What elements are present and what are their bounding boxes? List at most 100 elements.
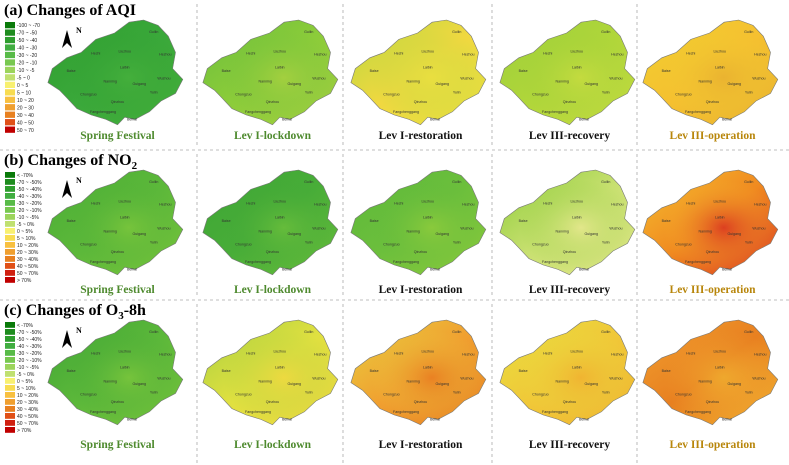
city-label: Beihai <box>282 417 292 421</box>
city-label: Wuzhou <box>157 376 170 380</box>
legend-swatch <box>5 392 15 398</box>
city-label: Liuzhou <box>570 349 583 353</box>
city-label: Guilin <box>452 30 461 34</box>
legend-label: -5 ~ 0 <box>17 76 30 82</box>
city-label: Wuzhou <box>312 376 325 380</box>
city-label: Yulin <box>602 390 610 394</box>
city-label: Qinzhou <box>111 100 124 104</box>
city-label: Liuzhou <box>118 49 131 53</box>
city-label: Nanning <box>407 230 420 234</box>
city-label: Guigang <box>435 382 449 386</box>
period-label: Lev III-recovery <box>529 284 610 296</box>
city-label: Liuzhou <box>713 49 726 53</box>
city-label: Wuzhou <box>752 226 765 230</box>
legend-label: 5 ~ 10% <box>17 386 36 392</box>
city-label: Laibin <box>715 66 725 70</box>
legend-label: > 70% <box>17 278 32 284</box>
city-label: Yulin <box>745 390 753 394</box>
legend-swatch <box>5 427 15 433</box>
row-title: (c) Changes of O3-8h <box>4 302 146 322</box>
city-label: Laibin <box>423 66 433 70</box>
city-label: Wuzhou <box>157 226 170 230</box>
legend-swatch <box>5 357 15 363</box>
legend-label: 50 ~ 70% <box>17 421 39 427</box>
city-label: Wuzhou <box>312 76 325 80</box>
map-shading <box>499 320 635 425</box>
legend-swatch <box>5 385 15 391</box>
city-label: Beihai <box>430 267 440 271</box>
period-label: Lev III-recovery <box>529 439 610 451</box>
city-label: Beihai <box>722 417 732 421</box>
legend-label: 20 ~ 30% <box>17 400 39 406</box>
legend-label: 0 ~ 5% <box>17 229 33 235</box>
city-label: Beihai <box>127 417 137 421</box>
map-shading <box>642 170 778 275</box>
city-label: Fangchenggang <box>90 260 116 264</box>
city-label: Liuzhou <box>118 199 131 203</box>
city-label: Hechi <box>246 52 255 56</box>
city-label: Fangchenggang <box>393 260 419 264</box>
city-label: Guilin <box>304 30 313 34</box>
city-label: Guigang <box>584 82 598 86</box>
legend-label: -30 ~ -20 <box>17 53 37 59</box>
city-label: Hechi <box>91 202 100 206</box>
city-label: Hezhou <box>462 353 474 357</box>
city-label: Guigang <box>435 82 449 86</box>
city-label: Guilin <box>601 30 610 34</box>
city-label: Qinzhou <box>563 250 576 254</box>
city-label: Hezhou <box>159 203 171 207</box>
city-label: Beihai <box>430 117 440 121</box>
legend-label: < -70% <box>17 323 34 329</box>
legend-label: 40 ~ 50% <box>17 414 39 420</box>
city-label: Liuzhou <box>273 199 286 203</box>
city-label: Beihai <box>722 117 732 121</box>
city-label: Yulin <box>602 240 610 244</box>
city-label: Qinzhou <box>706 100 719 104</box>
city-label: Guigang <box>727 232 741 236</box>
city-label: Laibin <box>423 366 433 370</box>
city-label: Beihai <box>282 117 292 121</box>
city-label: Wuzhou <box>312 226 325 230</box>
city-label: Baise <box>662 219 671 223</box>
legend-swatch <box>5 81 15 88</box>
city-label: Guigang <box>132 382 146 386</box>
city-label: Yulin <box>745 90 753 94</box>
city-label: Baise <box>67 219 76 223</box>
legend-swatch <box>5 200 15 206</box>
city-label: Nanning <box>104 230 117 234</box>
city-label: Baise <box>370 69 379 73</box>
city-label: Guilin <box>744 330 753 334</box>
city-label: Laibin <box>275 66 285 70</box>
legend-swatch <box>5 413 15 419</box>
legend-label: -20 ~ -10% <box>17 358 42 364</box>
legend-swatch <box>5 329 15 335</box>
legend-label: -70 ~ -50 <box>17 31 37 37</box>
city-label: Yulin <box>305 240 313 244</box>
city-label: Hechi <box>91 352 100 356</box>
city-label: Baise <box>222 69 231 73</box>
legend-swatch <box>5 378 15 384</box>
city-label: Fangchenggang <box>245 410 271 414</box>
city-label: Baise <box>370 219 379 223</box>
city-label: Baise <box>222 369 231 373</box>
city-label: Liuzhou <box>713 349 726 353</box>
legend-label: -40 ~ -30% <box>17 344 42 350</box>
legend-swatch <box>5 59 15 66</box>
city-label: Laibin <box>572 216 582 220</box>
city-label: Fangchenggang <box>685 110 711 114</box>
city-label: Wuzhou <box>157 76 170 80</box>
city-label: Beihai <box>430 417 440 421</box>
city-label: Wuzhou <box>752 376 765 380</box>
city-label: Hechi <box>91 52 100 56</box>
city-label: Nanning <box>699 380 712 384</box>
city-label: Baise <box>662 369 671 373</box>
legend-label: -30 ~ -20% <box>17 351 42 357</box>
city-label: Chongzuo <box>235 393 251 397</box>
city-label: Wuzhou <box>460 76 473 80</box>
legend-swatch <box>5 249 15 255</box>
city-label: Qinzhou <box>414 250 427 254</box>
city-label: Guigang <box>287 82 301 86</box>
city-label: Baise <box>370 369 379 373</box>
period-label: Lev I-lockdown <box>234 130 312 142</box>
